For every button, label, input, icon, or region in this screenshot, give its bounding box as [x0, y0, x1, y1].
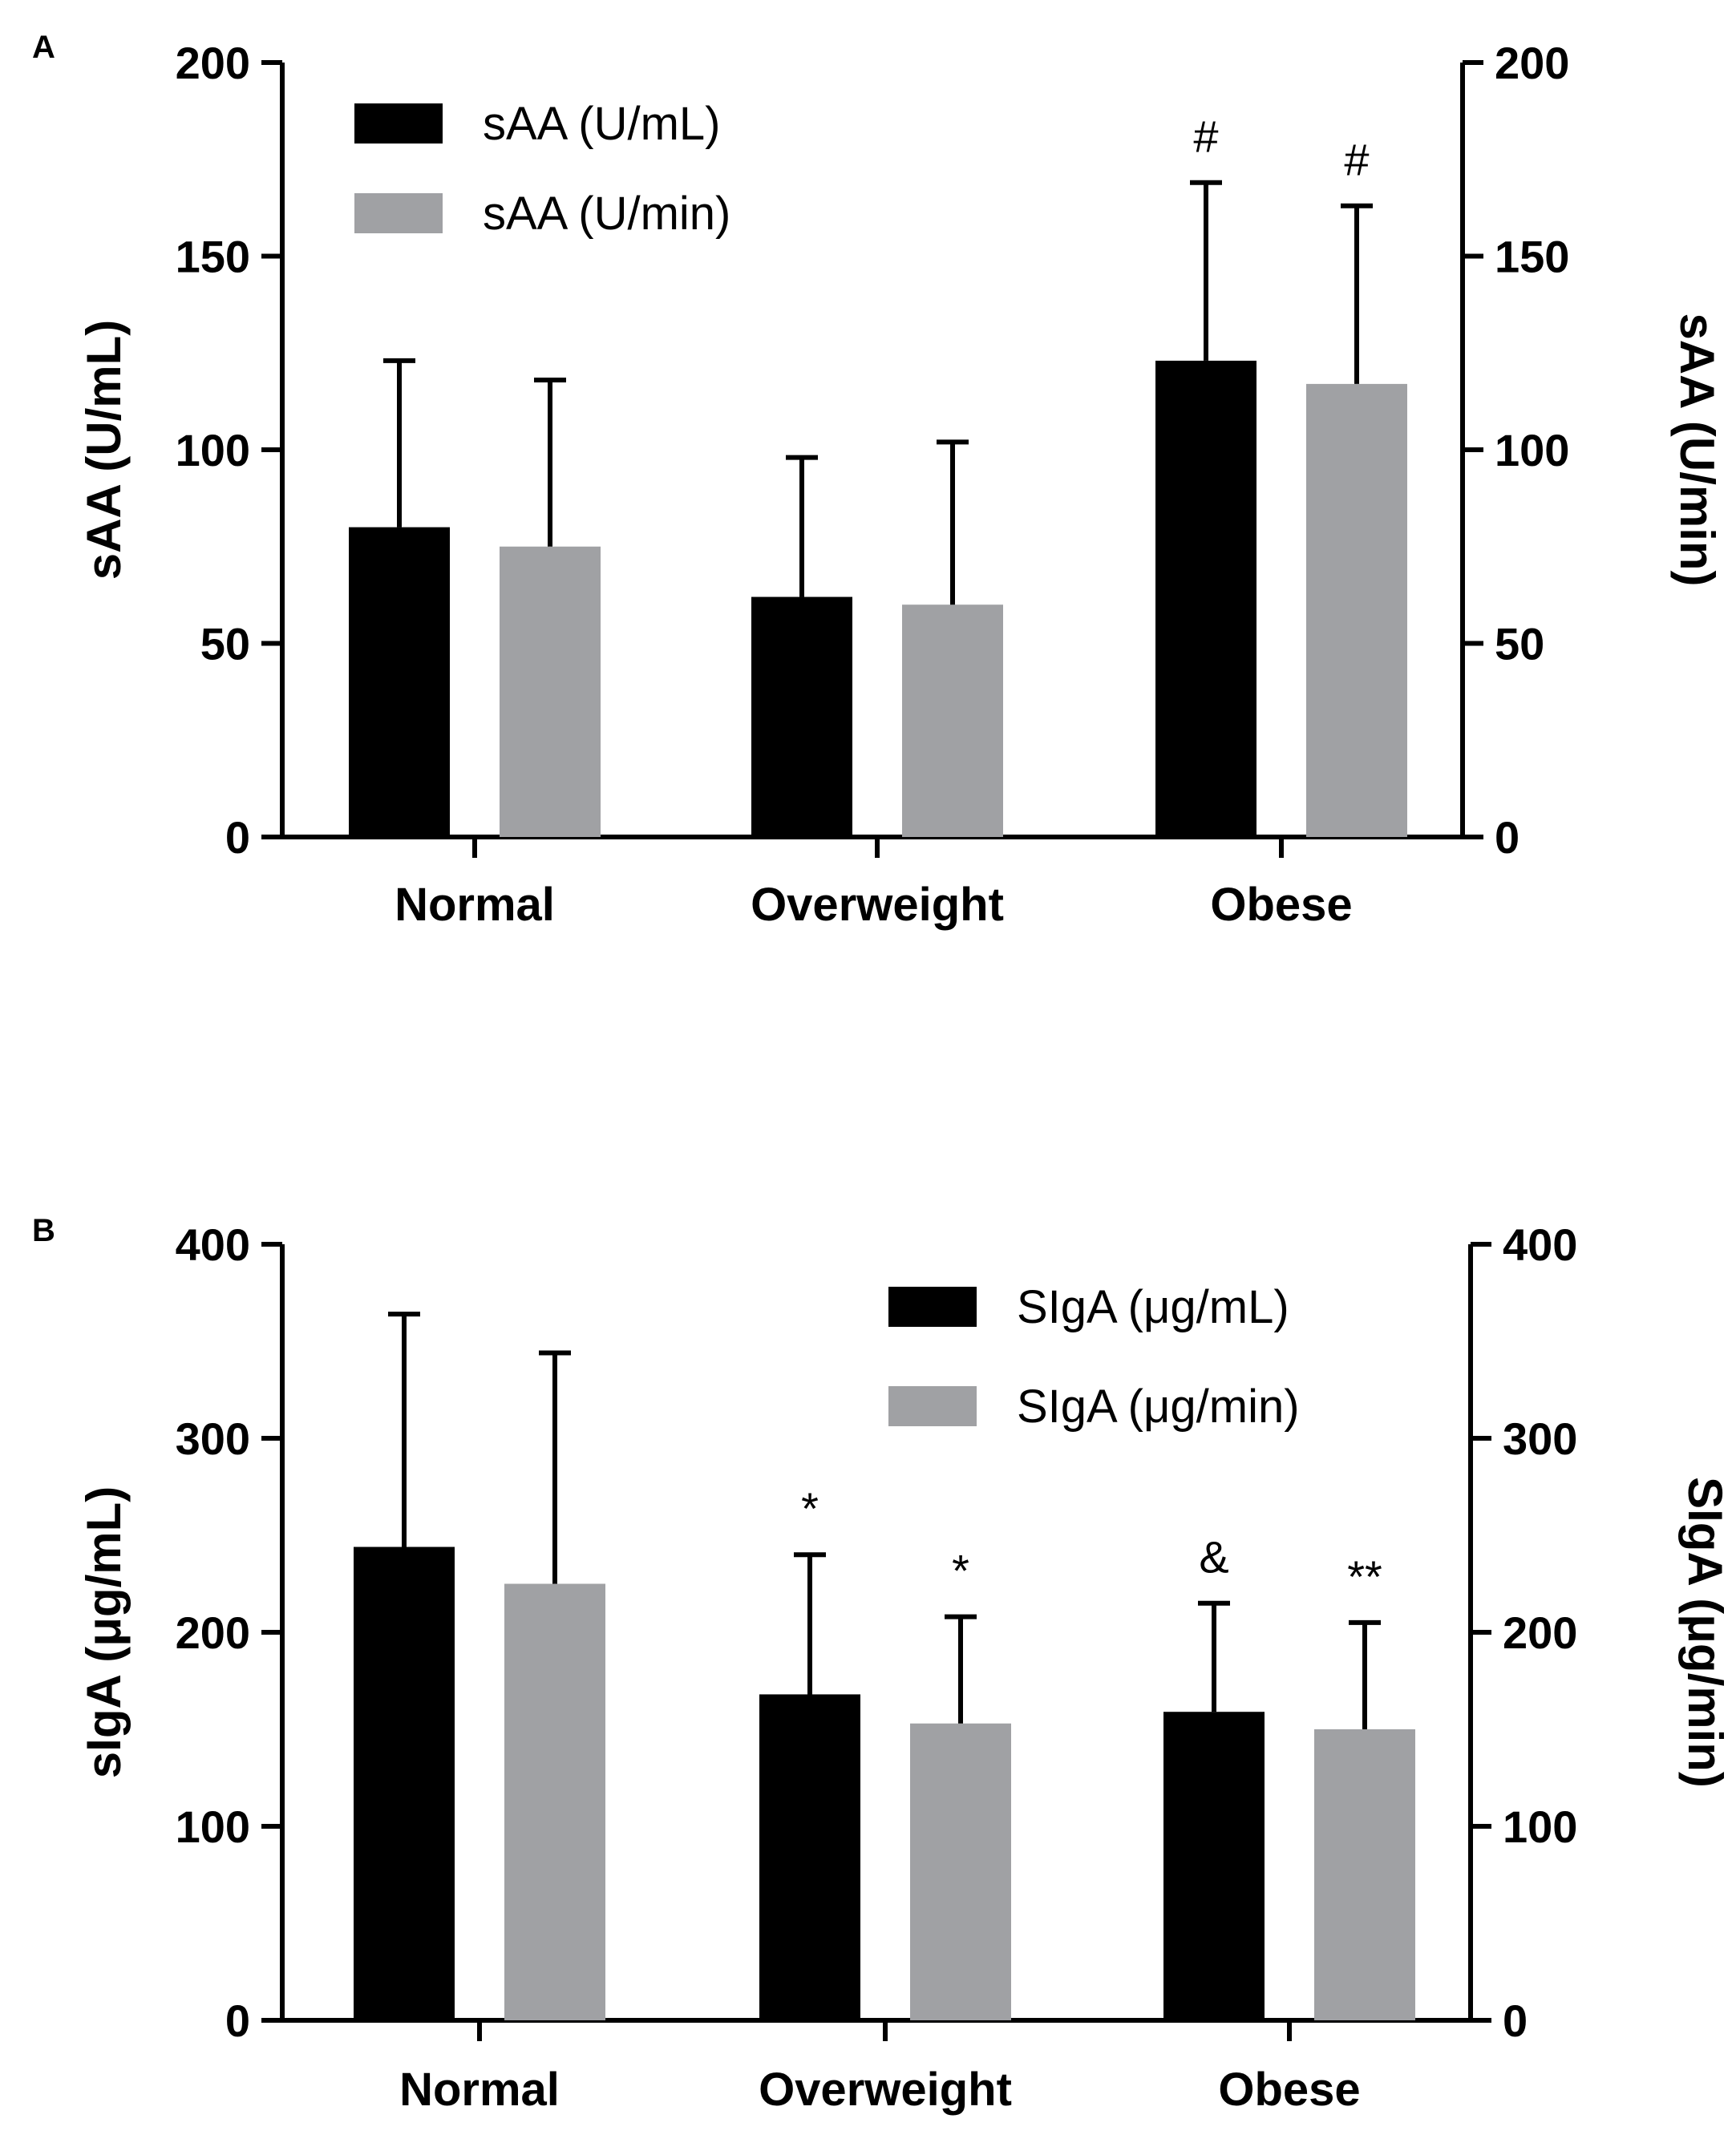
bar	[354, 1547, 455, 2020]
x-tick-label: Overweight	[759, 2064, 1012, 2116]
y-tick-label-right: 200	[1503, 1607, 1577, 1658]
legend-label: SIgA (μg/mL)	[1017, 1281, 1289, 1333]
y-tick-label-left: 300	[176, 1413, 250, 1464]
y-tick-label-right: 100	[1503, 1801, 1577, 1852]
y-axis-title-right: sAA (U/min)	[1670, 313, 1724, 586]
panel-b: B 0 100 200 300 400 0 100 200 300 400 Normal Overwei…	[32, 1213, 1732, 2116]
y-tick-label-right: 150	[1495, 232, 1569, 282]
bar	[759, 1694, 860, 2020]
significance-marker: *	[952, 1546, 969, 1596]
y-tick-label-right: 400	[1503, 1219, 1577, 1270]
x-tick-label: Obese	[1218, 2064, 1360, 2116]
y-tick-label-left: 200	[176, 1607, 250, 1658]
bar	[751, 596, 852, 837]
significance-marker: &	[1199, 1532, 1228, 1583]
y-tick-label-right: 100	[1495, 425, 1569, 475]
bar	[1314, 1729, 1415, 2020]
significance-marker: #	[1193, 111, 1218, 162]
legend-swatch	[888, 1386, 977, 1426]
x-tick-label: Overweight	[751, 879, 1004, 931]
legend-label: sAA (U/min)	[483, 188, 730, 240]
legend-label: SIgA (μg/min)	[1017, 1381, 1300, 1433]
y-tick-label-right: 200	[1495, 38, 1569, 88]
panel-label: B	[32, 1213, 55, 1248]
legend-swatch	[354, 103, 443, 144]
bar	[910, 1723, 1011, 2020]
bar	[1163, 1712, 1265, 2020]
y-tick-label-right: 300	[1503, 1413, 1577, 1464]
panel-a: A 0 50 100 150 200 0 50 100 150 200 Normal Overweigh…	[32, 30, 1724, 931]
y-axis-title-right: SIgA (μg/min)	[1678, 1477, 1732, 1788]
significance-marker: #	[1344, 135, 1369, 185]
bar	[504, 1583, 605, 2020]
bar	[349, 527, 450, 837]
bar	[902, 604, 1003, 837]
y-tick-label-right: 50	[1495, 619, 1544, 669]
legend-swatch	[354, 193, 443, 233]
panel-label: A	[32, 30, 55, 65]
x-tick-label: Obese	[1210, 879, 1352, 931]
bar	[1155, 360, 1256, 837]
y-tick-label-left: 100	[176, 425, 250, 475]
legend-label: sAA (U/mL)	[483, 98, 721, 150]
y-tick-label-left: 400	[176, 1219, 250, 1270]
y-axis-title-left: sIgA (μg/mL)	[77, 1486, 131, 1778]
y-tick-label-left: 200	[176, 38, 250, 88]
y-axis-title-left: sAA (U/mL)	[77, 320, 131, 580]
significance-marker: *	[801, 1483, 819, 1534]
bar	[500, 546, 601, 837]
y-tick-label-left: 0	[225, 812, 250, 863]
y-tick-label-right: 0	[1503, 1995, 1528, 2046]
x-tick-label: Normal	[399, 2064, 560, 2116]
y-tick-label-left: 50	[200, 619, 250, 669]
y-tick-label-left: 100	[176, 1801, 250, 1852]
x-tick-label: Normal	[395, 879, 555, 931]
y-tick-label-right: 0	[1495, 812, 1520, 863]
y-tick-label-left: 150	[176, 232, 250, 282]
bar	[1306, 383, 1407, 837]
legend-swatch	[888, 1287, 977, 1327]
significance-marker: **	[1347, 1551, 1382, 1602]
y-tick-label-left: 0	[225, 1995, 250, 2046]
